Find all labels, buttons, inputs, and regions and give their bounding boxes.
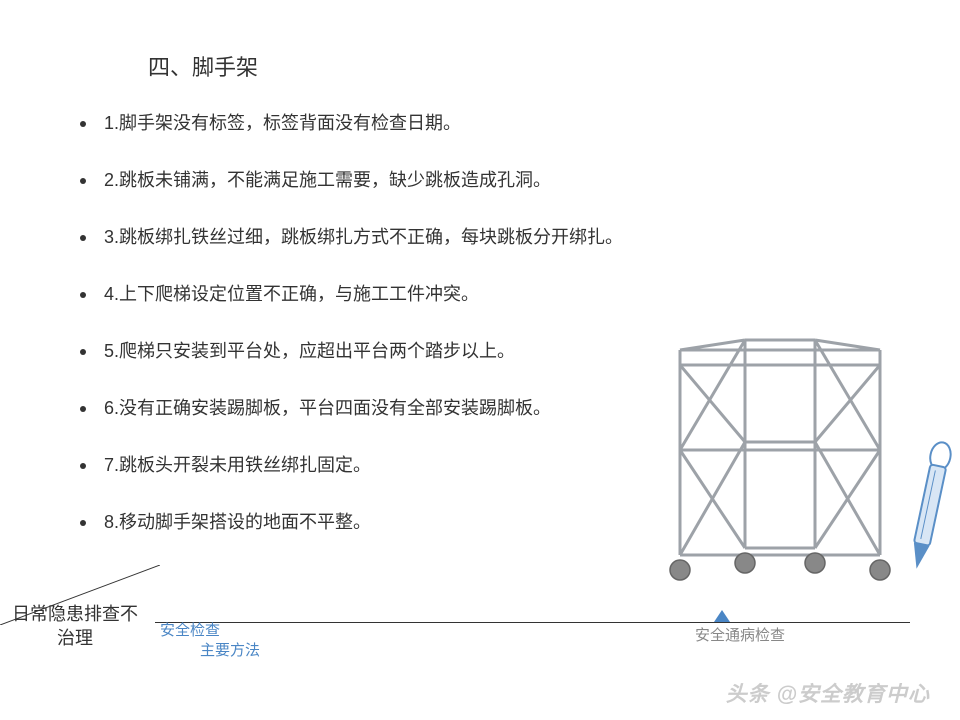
pen-illustration — [907, 440, 952, 580]
footer-mid-label-2: 主要方法 — [200, 639, 260, 660]
bullet-icon — [80, 235, 86, 241]
list-item: 2.跳板未铺满，不能满足施工需要，缺少跳板造成孔洞。 — [80, 167, 780, 194]
section-title: 四、脚手架 — [148, 50, 258, 82]
item-text: 1.脚手架没有标签，标签背面没有检查日期。 — [104, 110, 461, 137]
watermark-text: 头条 @安全教育中心 — [726, 678, 930, 708]
footer-arrow-icon — [714, 610, 730, 622]
item-text: 7.跳板头开裂未用铁丝绑扎固定。 — [104, 452, 371, 479]
bullet-icon — [80, 463, 86, 469]
item-text: 4.上下爬梯设定位置不正确，与施工工件冲突。 — [104, 281, 479, 308]
bullet-icon — [80, 178, 86, 184]
footer-divider — [155, 622, 910, 623]
bullet-icon — [80, 520, 86, 526]
item-text: 2.跳板未铺满，不能满足施工需要，缺少跳板造成孔洞。 — [104, 167, 551, 194]
footer-right-label: 安全通病检查 — [695, 624, 785, 645]
scaffold-illustration — [650, 330, 910, 590]
bullet-icon — [80, 121, 86, 127]
item-text: 6.没有正确安装踢脚板，平台四面没有全部安装踢脚板。 — [104, 395, 551, 422]
list-item: 3.跳板绑扎铁丝过细，跳板绑扎方式不正确，每块跳板分开绑扎。 — [80, 224, 780, 251]
item-text: 8.移动脚手架搭设的地面不平整。 — [104, 509, 371, 536]
bullet-icon — [80, 292, 86, 298]
list-item: 1.脚手架没有标签，标签背面没有检查日期。 — [80, 110, 780, 137]
item-text: 5.爬梯只安装到平台处，应超出平台两个踏步以上。 — [104, 338, 515, 365]
bullet-icon — [80, 406, 86, 412]
footer-left-label: 日常隐患排查不治理 — [10, 603, 140, 650]
footer-mid-label-1: 安全检查 — [160, 619, 220, 640]
list-item: 4.上下爬梯设定位置不正确，与施工工件冲突。 — [80, 281, 780, 308]
bullet-icon — [80, 349, 86, 355]
item-text: 3.跳板绑扎铁丝过细，跳板绑扎方式不正确，每块跳板分开绑扎。 — [104, 224, 623, 251]
